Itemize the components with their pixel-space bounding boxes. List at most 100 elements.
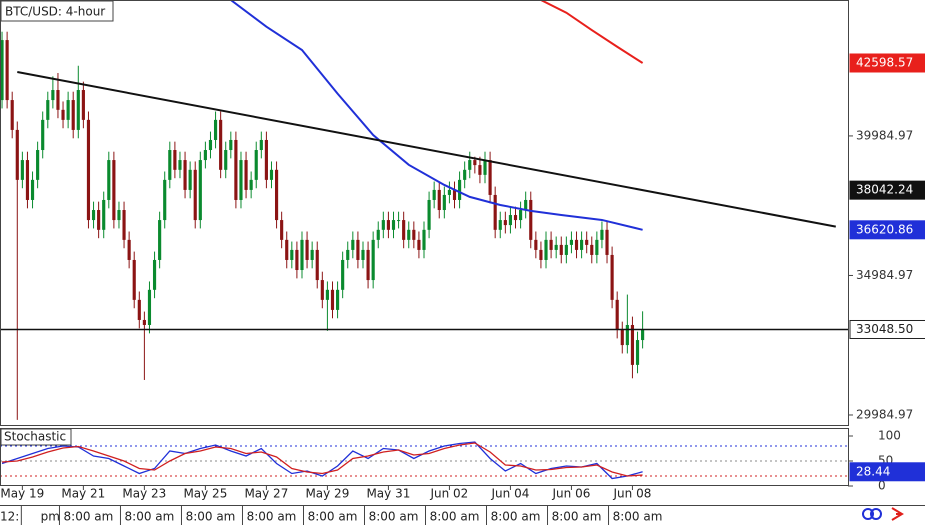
candle-body [280, 220, 284, 240]
candle-body [452, 189, 457, 200]
candle-body [274, 169, 279, 221]
candle-body [361, 249, 365, 260]
candle-body [219, 119, 223, 170]
stoch-tick-label: 0 [878, 479, 886, 493]
price-tag-label: 36620.86 [856, 222, 913, 236]
stochastic-plot [0, 441, 848, 480]
candle-body [229, 139, 233, 151]
candle-body [0, 40, 4, 101]
candle-body [437, 189, 441, 211]
candle-body [468, 160, 472, 170]
candle-body [224, 150, 228, 170]
x-tick-label: May 23 [122, 487, 166, 501]
candle-body [341, 259, 345, 290]
candle-body [51, 90, 55, 101]
candle-body [41, 119, 45, 151]
candle-body [473, 160, 477, 166]
y-tick-label: 39984.97 [856, 128, 913, 142]
candle-body [269, 169, 274, 180]
candle-body [559, 244, 563, 255]
candle-body [503, 220, 507, 226]
jump-icon[interactable] [891, 507, 904, 521]
candle-body [442, 194, 446, 211]
time-tick-label: 8:00 am [308, 510, 358, 524]
candle-body [458, 179, 462, 200]
candle-body [615, 299, 619, 331]
candle-body [5, 40, 9, 101]
candle-body [61, 109, 65, 120]
sync-icon[interactable] [862, 508, 874, 520]
candle-body [585, 239, 589, 245]
candle-body [524, 199, 528, 211]
x-tick-label: Jun 04 [491, 487, 530, 501]
candle-body [239, 160, 243, 200]
candle-body [152, 259, 157, 290]
time-tick-label: 8:00 am [186, 510, 236, 524]
price-tag [849, 220, 925, 240]
candle-body [56, 90, 60, 110]
candle-body [290, 249, 294, 260]
candle-body [544, 239, 548, 260]
candle-body [564, 244, 568, 255]
candle-body [305, 239, 309, 260]
candle-body [249, 179, 253, 190]
time-tick-label: 8:00 am [491, 510, 541, 524]
candle-body [407, 229, 411, 240]
stochastic-title-box [0, 428, 72, 446]
time-tick-label: 8:00 am [369, 510, 419, 524]
time-tick-label: 12: [0, 510, 19, 524]
overlay-line [17, 71, 836, 228]
candle-body [605, 229, 609, 255]
time-tick-label: 8:00 am [125, 510, 175, 524]
candle-body [295, 249, 299, 271]
time-tick-label: 8:00 am [430, 510, 480, 524]
candle-body [539, 249, 543, 260]
time-tick-label: 8:00 am [552, 510, 602, 524]
candle-body [173, 150, 177, 170]
candle-body [595, 239, 599, 255]
stochastic-title: Stochastic [4, 430, 66, 444]
time-tick-label: 8:00 am [247, 510, 297, 524]
time-tick-label: 8:00 am [64, 510, 114, 524]
stoch-line [1, 441, 643, 480]
candle-body [71, 100, 75, 130]
candle-body [244, 160, 248, 190]
candle-body [178, 160, 182, 170]
sync-icon-b[interactable] [870, 508, 882, 520]
price-tag-label: 42598.57 [856, 55, 913, 69]
time-tick-label: pm [41, 510, 60, 524]
price-tag [849, 180, 925, 200]
candle-body [264, 139, 268, 180]
price-tag [849, 319, 925, 339]
candle-body [412, 229, 416, 240]
candle-body [208, 139, 213, 151]
candle-body [554, 244, 558, 250]
candle-body [137, 299, 141, 320]
candle-body [574, 239, 579, 250]
candle-body [10, 100, 14, 130]
candle-body [300, 239, 304, 271]
candle-body [417, 239, 421, 250]
candle-body [81, 90, 85, 120]
toolbar-icons[interactable] [862, 507, 904, 521]
candle-body [529, 199, 533, 240]
candle-body [15, 129, 19, 180]
x-tick-label: May 19 [0, 487, 44, 501]
candle-body [630, 324, 635, 365]
candle-body [397, 220, 401, 222]
candle-body [625, 324, 629, 346]
candle-body [493, 194, 497, 230]
candle-body [590, 244, 594, 255]
candle-body [183, 160, 187, 190]
candle-body [122, 210, 126, 240]
candle-body [112, 160, 116, 221]
candle-body [91, 210, 96, 221]
price-tag-label: 33048.50 [856, 322, 913, 336]
candle-body [315, 249, 319, 281]
candle-body [142, 319, 146, 325]
candle-body [569, 239, 574, 245]
candle-body [508, 215, 513, 226]
candle-body [610, 254, 614, 300]
candle-body [513, 215, 518, 221]
